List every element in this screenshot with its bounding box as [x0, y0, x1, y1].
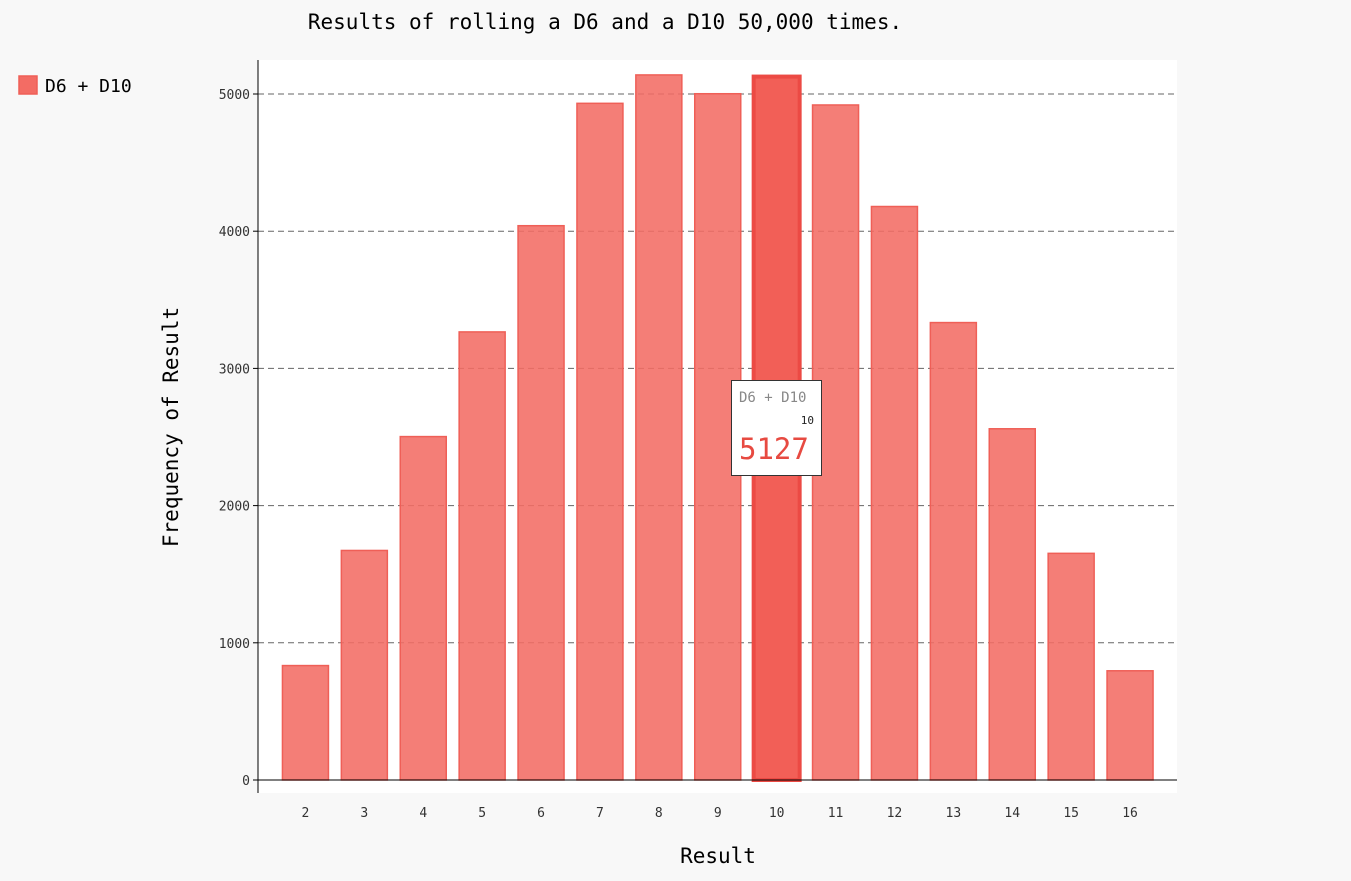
x-tick-label: 8 — [655, 806, 663, 821]
bars — [281, 74, 1154, 782]
tooltip-series: D6 + D10 — [739, 390, 807, 406]
x-tick-label: 2 — [302, 806, 310, 821]
legend-swatch — [18, 75, 38, 95]
x-tick-label: 14 — [1004, 806, 1020, 821]
y-tick-label: 5000 — [219, 88, 250, 103]
x-axis-title: Result — [680, 844, 756, 868]
y-tick-label: 0 — [242, 774, 250, 789]
x-tick-label: 16 — [1122, 806, 1138, 821]
tooltip: D6 + D10 10 5127 — [731, 380, 822, 476]
axes — [253, 60, 1177, 793]
bar-14[interactable] — [988, 428, 1036, 781]
y-axis-title: Frequency of Result — [159, 307, 183, 547]
y-tick-label: 3000 — [219, 362, 250, 377]
bar-3[interactable] — [340, 549, 389, 781]
x-tick-label: 13 — [946, 806, 962, 821]
x-tick-label: 9 — [714, 806, 722, 821]
y-tick-label: 4000 — [219, 225, 250, 240]
bar-7[interactable] — [576, 102, 624, 781]
x-tick-label: 7 — [596, 806, 604, 821]
x-tick-label: 5 — [478, 806, 486, 821]
tick-labels: 0 1000 2000 3000 4000 5000 2 3 4 5 6 7 8 9 10 11 12 13 14 1… — [219, 88, 1138, 821]
bar-2[interactable] — [281, 664, 330, 781]
bar-5[interactable] — [458, 331, 506, 781]
bar-16[interactable] — [1106, 670, 1154, 781]
x-tick-label: 4 — [419, 806, 427, 821]
x-tick-label: 3 — [360, 806, 368, 821]
legend[interactable]: D6 + D10 — [18, 75, 132, 97]
bar-6[interactable] — [517, 224, 565, 781]
tooltip-value: 5127 — [739, 432, 809, 466]
legend-label: D6 + D10 — [45, 76, 132, 97]
bar-13[interactable] — [929, 321, 978, 781]
bar-15[interactable] — [1047, 552, 1095, 781]
bar-12[interactable] — [870, 205, 919, 781]
y-tick-label: 2000 — [219, 500, 250, 515]
x-tick-label: 15 — [1063, 806, 1079, 821]
bar-8[interactable] — [635, 74, 683, 781]
chart-title: Results of rolling a D6 and a D10 50,000… — [308, 10, 902, 34]
x-tick-label: 6 — [537, 806, 545, 821]
x-tick-label: 10 — [769, 806, 785, 821]
x-tick-label: 11 — [828, 806, 844, 821]
bar-4[interactable] — [399, 435, 447, 781]
x-tick-label: 12 — [887, 806, 903, 821]
y-tick-label: 1000 — [219, 637, 250, 652]
tooltip-x-value: 10 — [800, 414, 814, 427]
